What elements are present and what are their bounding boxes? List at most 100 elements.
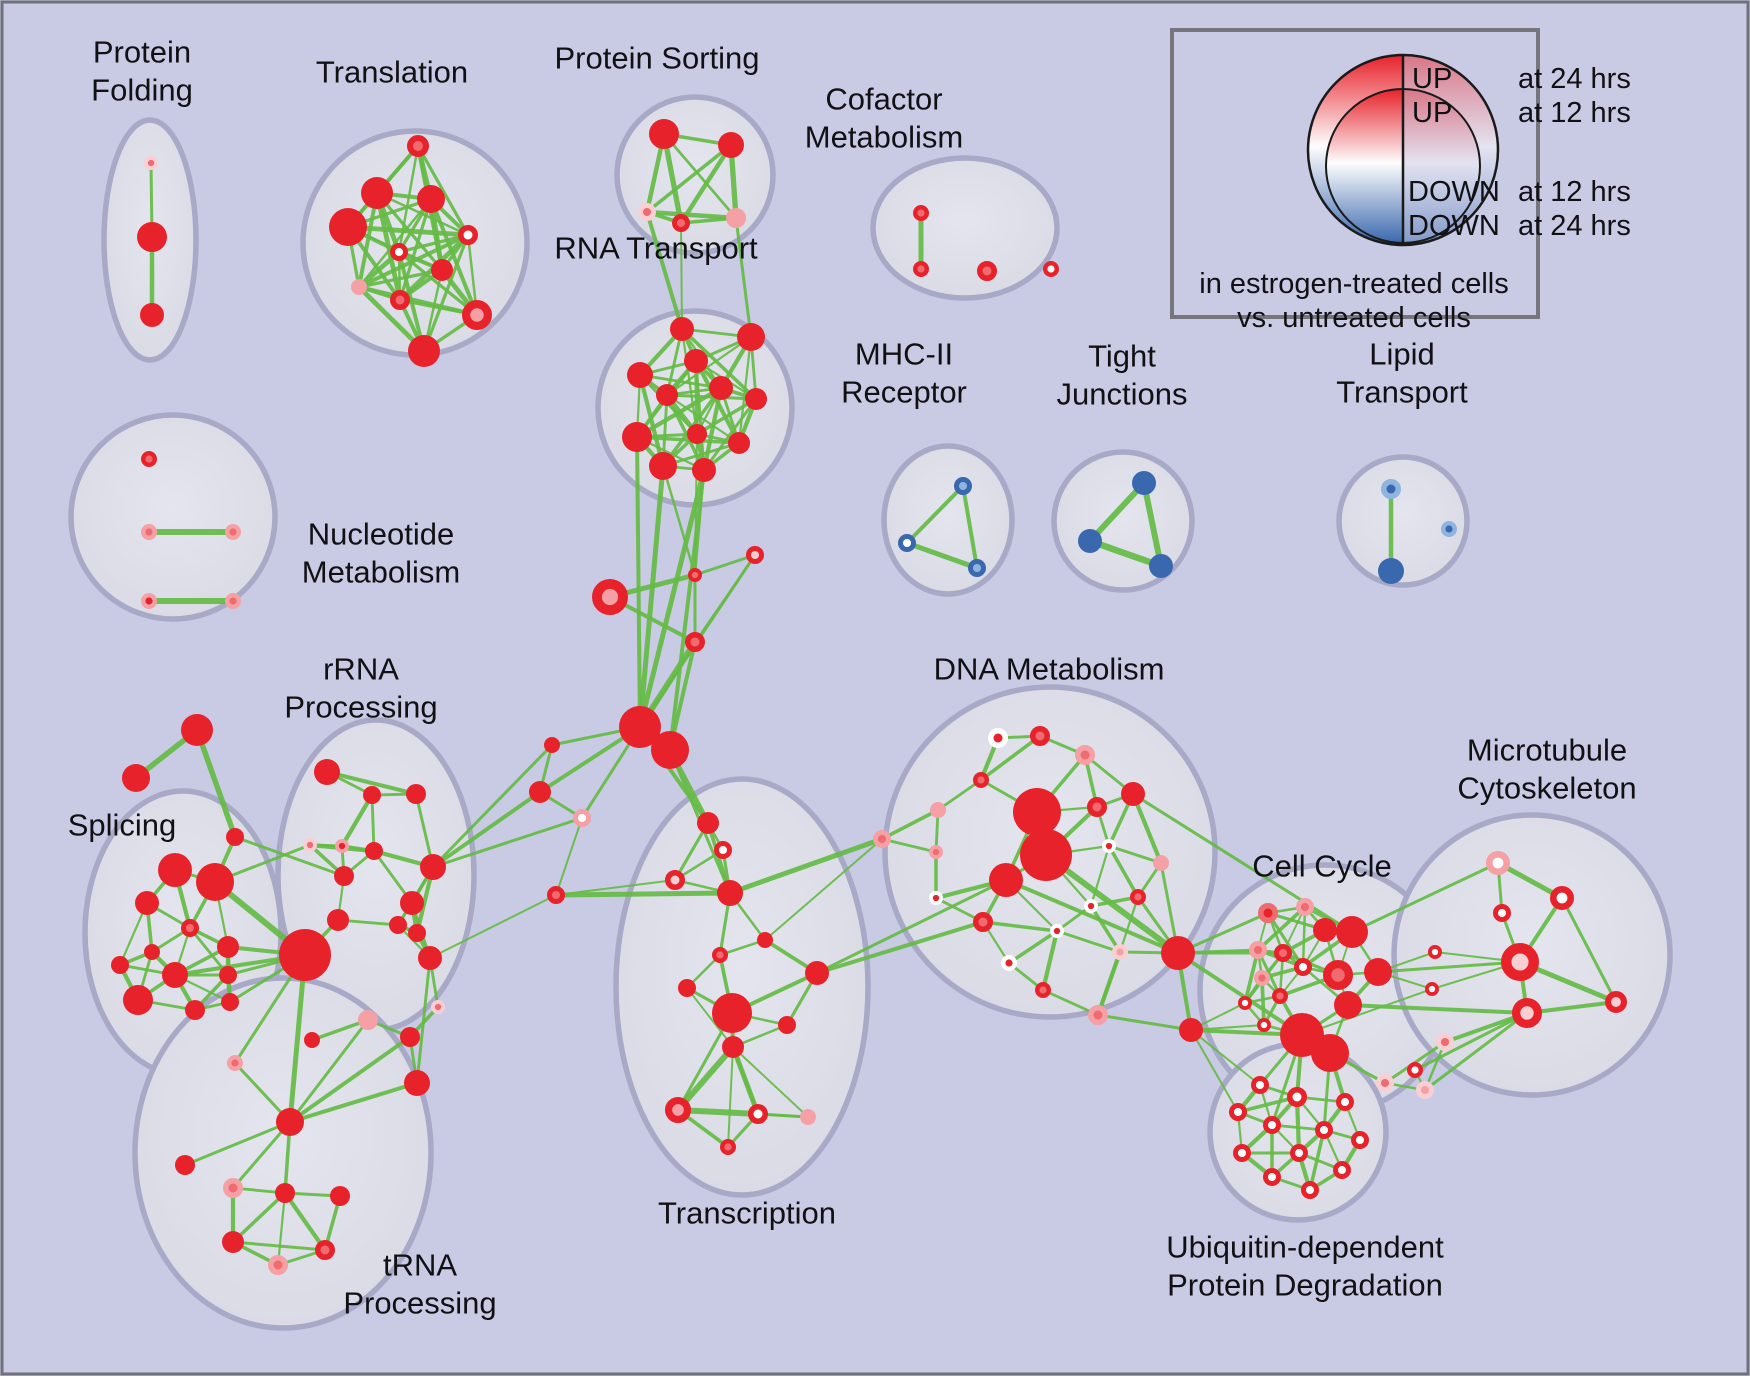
edge-tr1-tr3 <box>231 1120 292 1190</box>
node-tj2 <box>1078 529 1102 553</box>
cluster-label-lt-line2: Transport <box>1336 375 1468 410</box>
node-bh2 <box>1179 1018 1203 1042</box>
cluster-label-tj-line1: Tight <box>1088 339 1156 374</box>
node-mc4 <box>1428 944 1443 959</box>
edge-dm14-dm16 <box>1107 844 1140 899</box>
node-rrb <box>420 854 446 880</box>
legend-up-12-label: UP <box>1412 97 1452 129</box>
edge-rr2-rr7 <box>370 793 376 853</box>
node-rr5 <box>334 838 349 853</box>
cluster-label-rt-line1: RNA Transport <box>554 231 758 266</box>
edge-dm11-bh1 <box>1004 878 1180 955</box>
edge-tl4-tl8 <box>357 197 433 289</box>
cluster-label-rr-line2: Processing <box>284 690 437 725</box>
edge-rt9-c1 <box>694 433 698 576</box>
edge-dm2-dm4 <box>979 734 1042 782</box>
node-cc2 <box>1295 897 1314 916</box>
edge-tr1-tr2 <box>183 1120 292 1167</box>
node-rr10 <box>327 909 349 931</box>
edge-rr16-tr1 <box>288 1035 412 1124</box>
node-st2 <box>122 764 150 792</box>
node-tx11 <box>722 1036 744 1058</box>
edge-rr13-trx <box>415 956 432 1085</box>
node-ps5 <box>726 208 746 228</box>
node-sp2 <box>196 863 234 901</box>
cluster-label-tj-line2: Junctions <box>1057 377 1188 412</box>
node-tx1 <box>697 812 719 834</box>
legend-up-24-label: UP <box>1412 63 1452 95</box>
cluster-label-pf-line2: Folding <box>91 73 193 108</box>
node-dm1 <box>988 728 1008 748</box>
node-dm5 <box>930 802 946 818</box>
node-tr7 <box>315 1240 335 1260</box>
edge-rr12-tr1 <box>287 952 308 1125</box>
node-sp4 <box>181 918 200 937</box>
node-dm22 <box>1034 982 1051 999</box>
edge-tj1-tj2 <box>1087 480 1147 544</box>
cluster-label-ub-line1: Ubiquitin-dependent <box>1166 1230 1444 1265</box>
edge-rt11-c1 <box>661 464 697 577</box>
cluster-label-tx-line1: Transcription <box>658 1196 836 1231</box>
edge-rt12-c6 <box>668 468 706 752</box>
cluster-label-tl-line1: Translation <box>316 55 468 90</box>
node-tr3 <box>223 1178 243 1198</box>
node-ub10 <box>1332 1160 1351 1179</box>
edge-mc2-mc7 <box>1560 896 1618 1004</box>
cluster-label-mc-line2: Cytoskeleton <box>1457 771 1636 806</box>
node-cc1 <box>1258 903 1278 923</box>
cluster-tr <box>132 975 434 1331</box>
edge-cc14-mc5 <box>1301 988 1433 1036</box>
node-rt7 <box>745 388 767 410</box>
cluster-nm <box>68 412 278 622</box>
node-cc7 <box>1293 957 1312 976</box>
node-ub3 <box>1335 1092 1354 1111</box>
edge-rt5-rt12 <box>701 385 724 473</box>
node-mc3 <box>1492 903 1511 922</box>
node-rr7 <box>365 842 383 860</box>
edge-rt11-c5 <box>637 463 666 730</box>
node-rr12 <box>279 929 331 981</box>
node-cc20 <box>1435 1032 1454 1051</box>
node-sp8 <box>162 962 188 988</box>
node-c4 <box>685 632 705 652</box>
edge-dm14-dm15 <box>1107 844 1163 865</box>
cluster-label-mc-line1: Microtubule <box>1467 733 1627 768</box>
node-tr8 <box>268 1255 288 1275</box>
edge-tj1-tj3 <box>1141 480 1164 569</box>
edge-bh2-ub4 <box>1190 1029 1239 1113</box>
node-tl1 <box>406 134 429 157</box>
node-tx8 <box>805 961 829 985</box>
node-tl2 <box>361 177 393 209</box>
node-tl8 <box>351 279 367 295</box>
node-st1 <box>181 714 213 746</box>
node-c3 <box>592 579 629 616</box>
network-nodes <box>111 119 1628 1275</box>
edge-c2-c4 <box>694 554 756 643</box>
edge-bh2-ub1 <box>1190 1029 1261 1086</box>
edge-tx5-dm7 <box>764 838 883 941</box>
edge-cc5-cc12 <box>1243 948 1260 1005</box>
node-rr6 <box>334 866 354 886</box>
edge-cc2-cc5 <box>1256 905 1307 952</box>
node-rr1 <box>314 759 340 785</box>
node-rr3 <box>406 784 426 804</box>
node-nm5 <box>224 593 241 610</box>
node-tx9 <box>712 993 752 1033</box>
node-rr17 <box>304 1032 320 1048</box>
edge-rt6-rt7 <box>665 393 758 401</box>
node-tl10 <box>462 300 492 330</box>
edge-mh1-mh2 <box>905 484 965 545</box>
cluster-label-lt-line1: Lipid <box>1369 337 1435 372</box>
node-w2 <box>529 781 551 803</box>
edge-dm18-dm19 <box>1055 904 1093 933</box>
node-rr16 <box>400 1027 420 1047</box>
cluster-cm <box>870 155 1060 301</box>
node-spx <box>226 1054 243 1071</box>
edge-st1-st3 <box>194 727 238 840</box>
edge-rt6-rt10 <box>665 393 741 445</box>
cluster-label-rr-line1: rRNA <box>323 652 399 687</box>
edge-dm10-bh1 <box>1043 852 1181 956</box>
node-mc9 <box>1406 1061 1423 1078</box>
legend-down-12-time: at 12 hrs <box>1518 176 1631 208</box>
